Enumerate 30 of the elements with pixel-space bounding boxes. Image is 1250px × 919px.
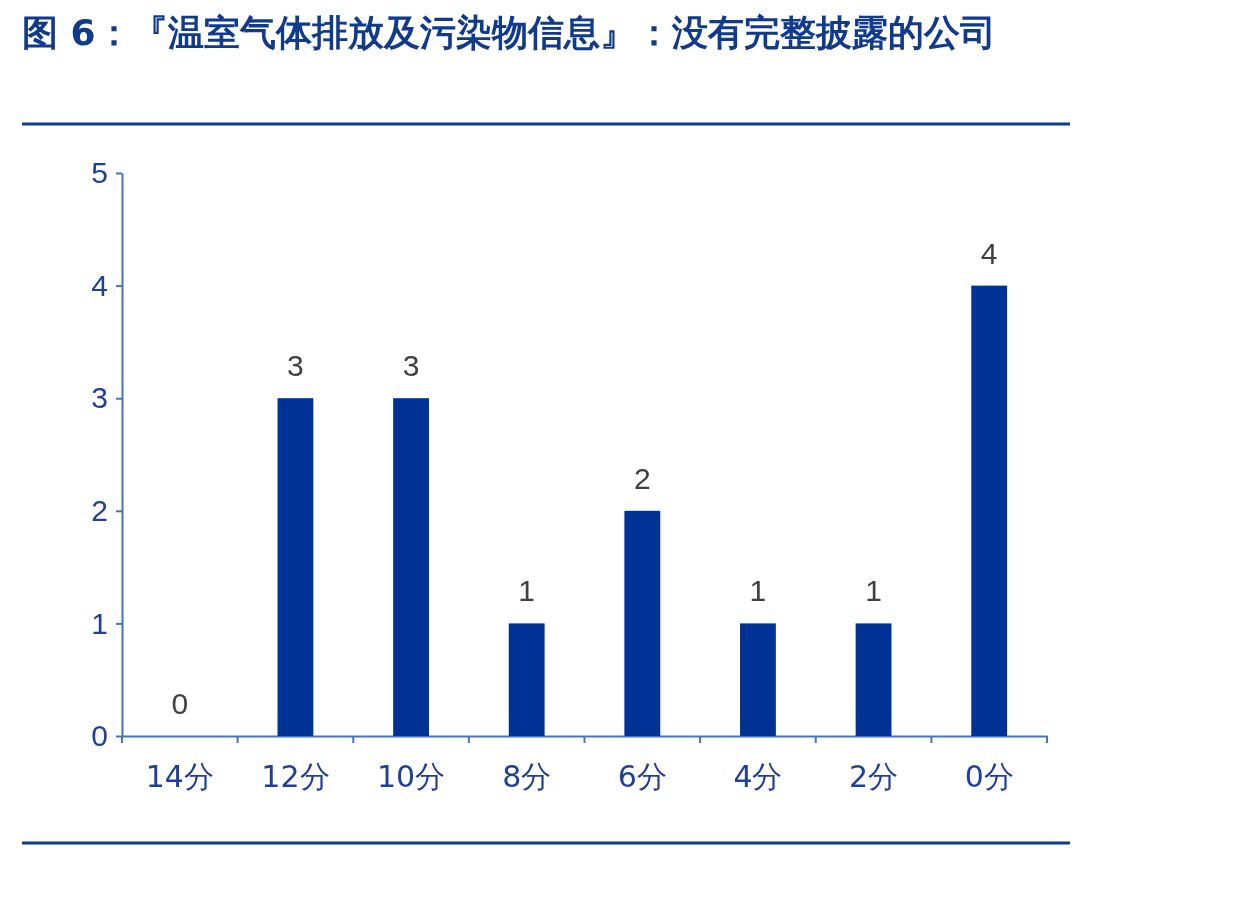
bar	[508, 623, 545, 736]
y-tick-label: 1	[91, 606, 108, 640]
bar	[740, 623, 776, 736]
data-label: 3	[287, 349, 304, 383]
x-tick-label: 2分	[849, 759, 899, 794]
x-tick-label: 0分	[964, 759, 1014, 794]
bar	[624, 510, 661, 736]
x-tick-label: 14分	[145, 759, 214, 794]
bar	[393, 398, 429, 736]
data-label: 1	[518, 574, 536, 608]
data-label: 3	[402, 349, 420, 383]
bar	[277, 398, 314, 736]
y-tick-label: 0	[91, 719, 108, 753]
chart-title: 图 6：『温室气体排放及污染物信息』：没有完整披露的公司	[22, 11, 997, 55]
y-tick-label: 3	[91, 381, 108, 415]
bar	[971, 285, 1008, 736]
x-tick-label: 10分	[376, 759, 446, 794]
data-label: 1	[749, 574, 767, 608]
data-label: 4	[980, 236, 998, 270]
y-tick-label: 2	[91, 493, 108, 527]
y-tick-label: 5	[91, 156, 108, 190]
y-tick-label: 4	[91, 268, 108, 302]
x-tick-label: 12分	[261, 759, 330, 794]
bar	[855, 623, 892, 736]
data-label: 0	[171, 687, 189, 720]
x-tick-label: 4分	[733, 759, 783, 794]
x-tick-label: 6分	[617, 759, 667, 794]
data-label: 2	[633, 461, 651, 495]
x-tick-label: 8分	[502, 759, 552, 794]
data-label: 1	[865, 574, 882, 608]
